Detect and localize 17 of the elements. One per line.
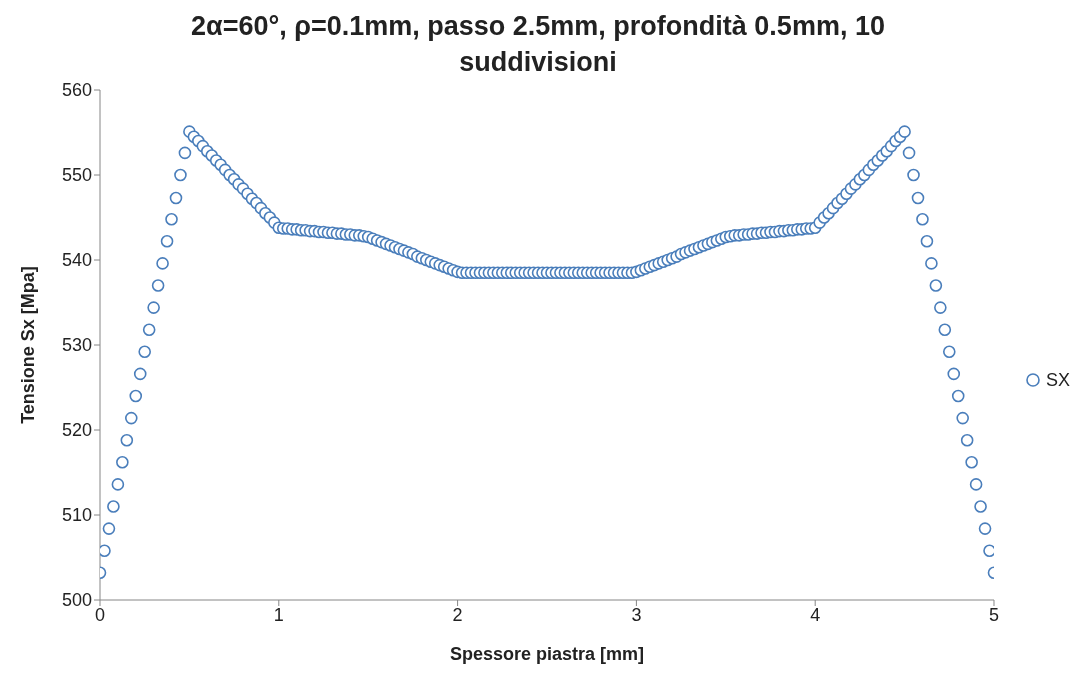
x-tick-label: 1 [273,604,284,625]
legend-label: SX [1045,369,1070,391]
y-axis-title: Tensione Sx [Mpa] [18,266,39,424]
y-tick-label: 510 [61,505,92,526]
x-axis-title: Spessore piastra [mm] [449,644,645,664]
y-tick-label: 520 [61,420,92,441]
y-tick-label: 560 [61,80,92,101]
y-tick-label: 500 [61,590,92,611]
x-tick-label: 0 [94,604,106,625]
x-tick-label: 2 [452,604,463,625]
y-tick-label: 540 [61,250,92,271]
x-tick-label: 5 [988,604,999,625]
chart-title: 2α=60°, ρ=0.1mm, passo 2.5mm, profondità 0.5mm, 10 suddivisioni [190,10,886,79]
y-tick-label: 550 [61,165,92,186]
y-tick-label: 530 [61,335,92,356]
x-tick-label: 4 [810,604,821,625]
x-tick-label: 3 [631,604,642,625]
